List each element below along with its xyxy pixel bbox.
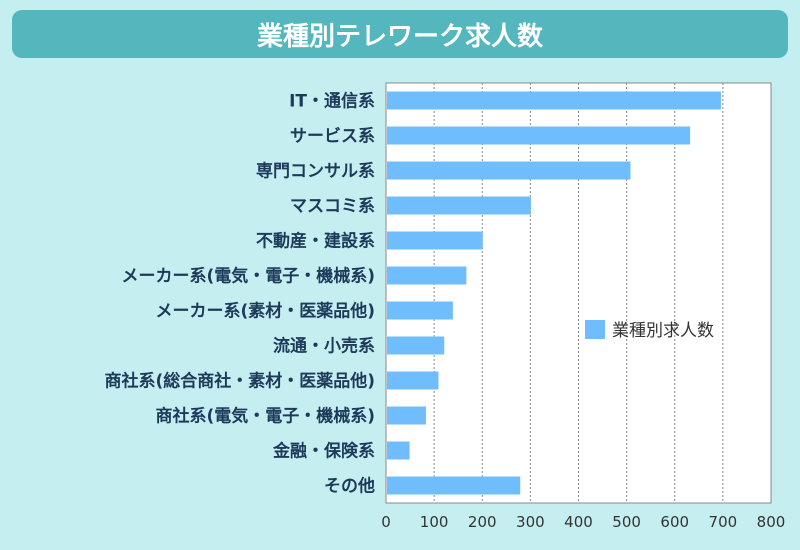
x-tick-label: 600	[660, 513, 689, 531]
category-label: 金融・保険系	[272, 441, 375, 462]
category-label: 商社系(総合商社・素材・医薬品他)	[104, 371, 375, 392]
x-tick-label: 500	[612, 513, 641, 531]
x-tick-label: 300	[516, 513, 545, 531]
bar	[387, 91, 721, 110]
category-label: 商社系(電気・電子・機械系)	[155, 406, 375, 427]
bar	[387, 231, 483, 250]
x-tick-label: 0	[381, 513, 391, 531]
chart-title: 業種別テレワーク求人数	[12, 10, 788, 58]
x-tick-label: 200	[468, 513, 497, 531]
bar	[387, 336, 445, 355]
category-label: マスコミ系	[290, 197, 375, 217]
category-label: IT・通信系	[289, 91, 375, 112]
category-label: その他	[324, 476, 375, 497]
bar	[387, 301, 453, 320]
category-label: メーカー系(電気・電子・機械系)	[121, 266, 375, 287]
x-tick-label: 800	[757, 513, 786, 531]
category-label: サービス系	[290, 127, 375, 147]
legend-label: 業種別求人数	[612, 321, 714, 341]
category-label: 流通・小売系	[273, 336, 375, 357]
bar	[387, 406, 426, 425]
bar	[387, 371, 439, 390]
bar	[387, 126, 691, 145]
bar	[387, 441, 410, 460]
x-tick-label: 400	[564, 513, 593, 531]
category-label: メーカー系(素材・医薬品他)	[155, 301, 375, 322]
category-label: 専門コンサル系	[256, 162, 375, 182]
x-tick-label: 100	[420, 513, 449, 531]
category-label: 不動産・建設系	[256, 231, 375, 252]
bar	[387, 476, 521, 495]
bar	[387, 161, 631, 180]
x-tick-label: 700	[709, 513, 738, 531]
bar	[387, 266, 467, 285]
legend-swatch	[585, 320, 605, 339]
bar	[387, 196, 531, 215]
